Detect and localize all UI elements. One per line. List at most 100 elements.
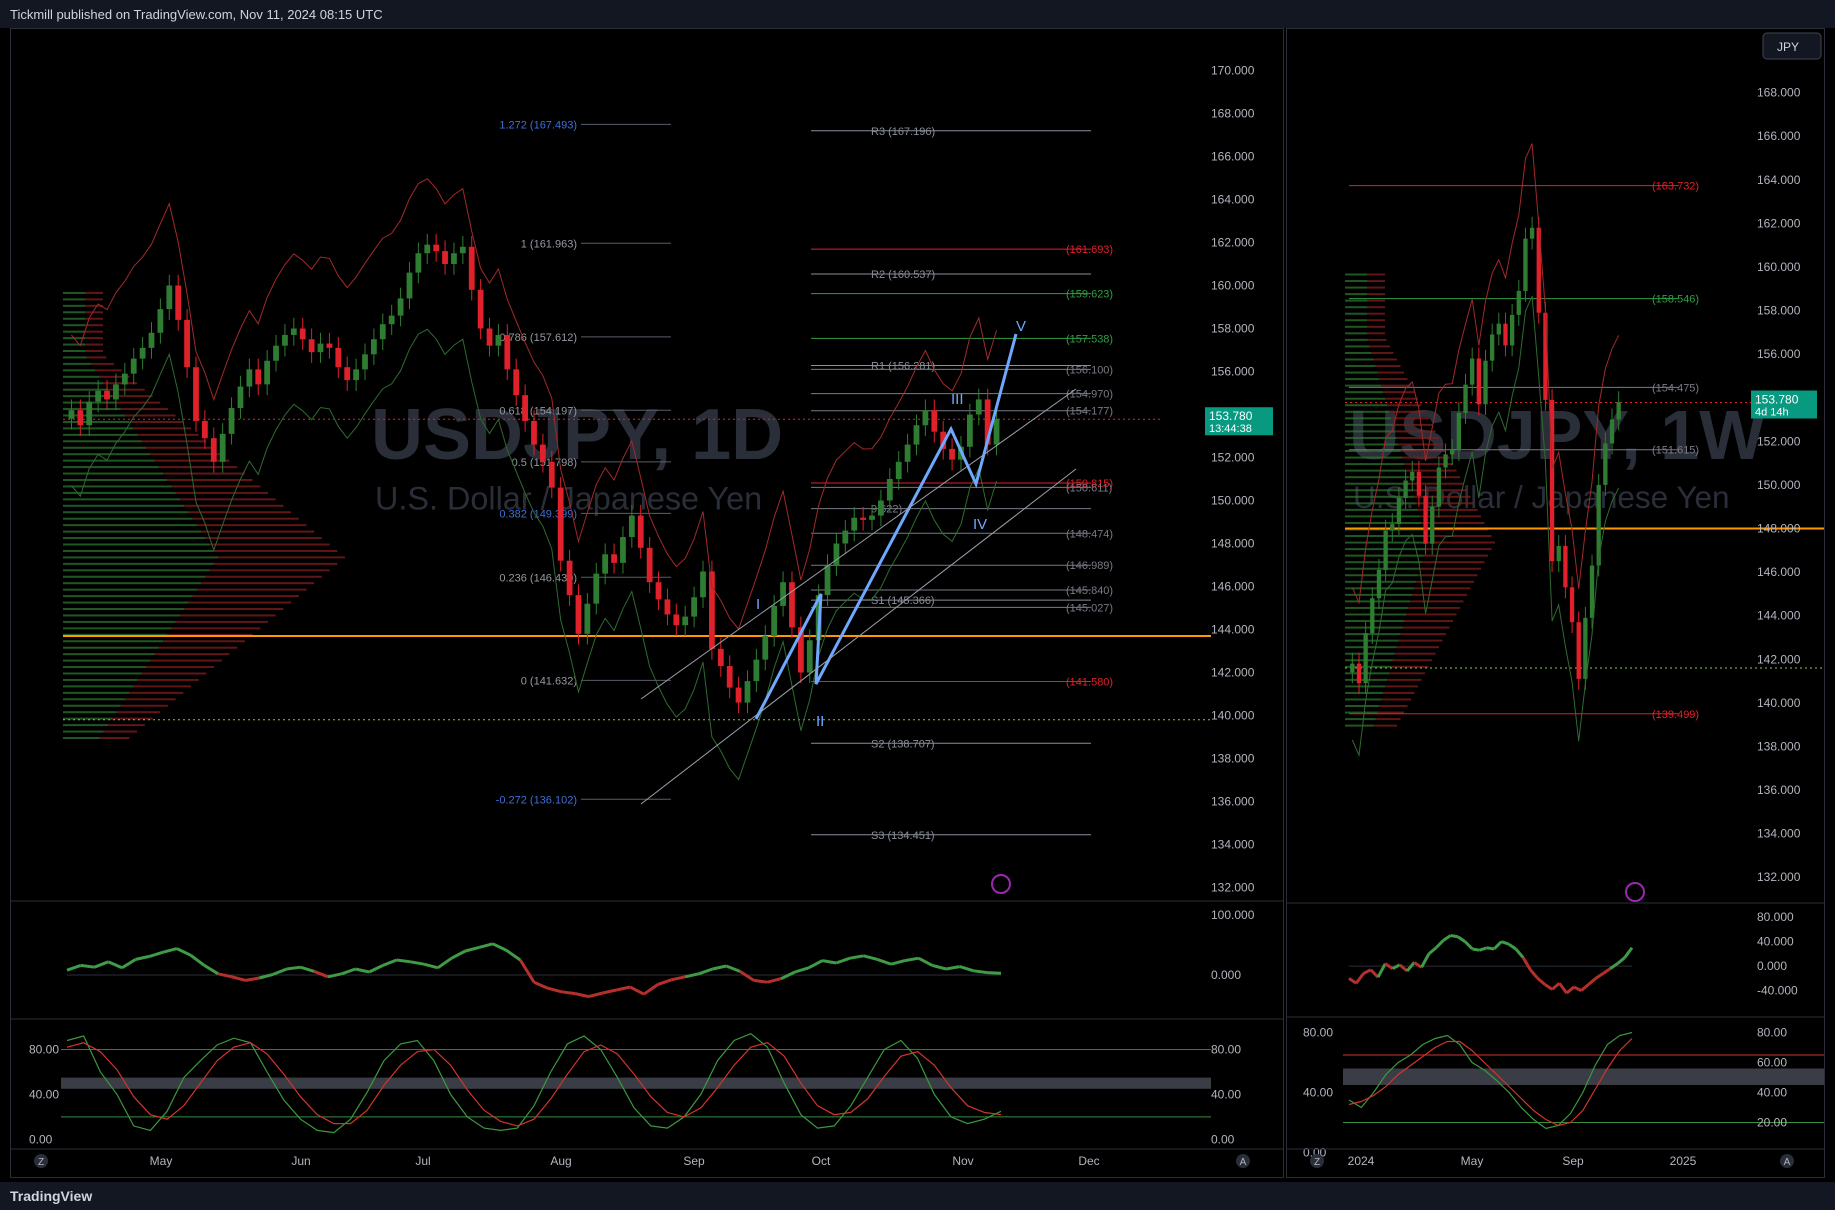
osc1-segment <box>794 966 810 974</box>
volume-profile-bar <box>63 440 142 443</box>
candle-body <box>1370 598 1375 634</box>
volume-profile-bar <box>213 549 338 552</box>
candle-body <box>299 328 306 340</box>
volume-profile-bar <box>63 298 85 301</box>
osc1-segment <box>1435 939 1445 949</box>
candle-body <box>273 345 279 361</box>
osc1-segment <box>588 991 604 999</box>
osc1-segment <box>1507 942 1517 951</box>
tradingview-logo[interactable]: TradingView <box>10 1188 93 1204</box>
candle-body <box>219 433 226 462</box>
volume-profile-bar <box>95 369 122 372</box>
candle-body <box>388 315 395 325</box>
volume-profile-bar <box>192 595 299 598</box>
candle-body <box>842 530 849 544</box>
candle-body <box>566 560 573 596</box>
volume-profile-bar <box>209 543 330 546</box>
volume-profile-bar <box>63 491 176 494</box>
osc1-segment <box>1529 968 1539 980</box>
candle-body <box>709 571 715 649</box>
volume-profile-bar <box>154 653 230 656</box>
level-label: R3 (167.196) <box>871 126 935 138</box>
volume-profile-bar <box>63 614 180 617</box>
volume-profile-bar <box>63 704 121 707</box>
osc1-segment <box>1587 977 1597 986</box>
volume-profile-bar <box>1345 312 1367 315</box>
daily-chart-panel[interactable]: USDJPY, 1D U.S. Dollar / Japanese Yen R3 (… <box>10 28 1284 1178</box>
osc2-left-y-tick: 40.00 <box>1303 1086 1333 1100</box>
osc1-segment <box>698 967 714 976</box>
osc1-segment <box>107 960 123 970</box>
volume-profile-bar <box>1369 345 1390 348</box>
candle-body <box>246 369 253 387</box>
volume-profile-bar <box>1345 332 1367 335</box>
volume-profile-bar <box>63 388 108 391</box>
candle-body <box>157 309 164 333</box>
volume-profile-bar <box>63 737 100 739</box>
volume-profile-bar <box>158 646 238 649</box>
elliott-wave-path <box>754 333 1018 720</box>
osc1-segment <box>684 972 700 979</box>
volume-profile-bar <box>1345 718 1376 721</box>
osc1-segment <box>231 975 246 982</box>
volume-profile-bar <box>116 711 161 714</box>
volume-profile-bar <box>133 685 191 688</box>
volume-profile-bar <box>1375 718 1401 721</box>
osc1-segment <box>973 969 988 975</box>
candle-body <box>1576 622 1581 679</box>
fib-label: 1 (161.963) <box>521 238 577 250</box>
a-button <box>1236 1154 1250 1168</box>
osc1-segment <box>1609 962 1619 970</box>
x-axis-tick: May <box>150 1154 173 1168</box>
volume-profile-bar <box>205 537 322 540</box>
volume-profile-bar <box>175 620 268 623</box>
candle-body <box>1430 506 1435 544</box>
volume-profile-bar <box>1389 672 1425 675</box>
volume-profile-bar <box>63 459 155 462</box>
volume-profile-bar <box>85 311 103 314</box>
candle-body <box>1609 419 1615 444</box>
osc1-segment <box>945 965 961 971</box>
candle-body <box>895 461 902 479</box>
y-axis-tick: 168.000 <box>1757 86 1801 100</box>
candle-body <box>264 360 271 385</box>
osc1-segment <box>121 958 137 970</box>
price-tag-value: 153.780 <box>1755 393 1799 407</box>
candle-body <box>975 399 982 415</box>
y-axis-tick: 166.000 <box>1211 150 1255 164</box>
weekly-chart-panel[interactable]: USDJPY, 1W U.S. Dollar / Japanese Yen (163… <box>1286 28 1835 1178</box>
candle-body <box>77 410 84 426</box>
volume-profile-bar <box>1345 489 1413 492</box>
level-label: (159.623) <box>1066 289 1113 301</box>
osc1-segment <box>313 970 329 979</box>
volume-profile-bar <box>1345 620 1405 623</box>
osc1-segment <box>657 978 672 987</box>
candle-body <box>984 399 991 445</box>
volume-profile-bar <box>1345 567 1420 570</box>
volume-profile-bar <box>1345 325 1367 328</box>
osc1-segment <box>245 976 260 982</box>
level-label: (146.989) <box>1066 560 1113 572</box>
osc1-segment <box>808 959 824 970</box>
level-label: (139.499) <box>1652 709 1699 721</box>
candle-body <box>1350 663 1355 673</box>
a-button-label: A <box>1240 1157 1247 1168</box>
candle-body <box>949 448 955 460</box>
osc1-segment <box>93 960 109 969</box>
volume-profile-bar <box>63 382 104 385</box>
osc1-segment <box>148 950 164 958</box>
volume-profile-bar <box>63 620 176 623</box>
volume-profile-bar <box>1345 711 1378 714</box>
volume-profile-bar <box>63 530 202 533</box>
volume-profile-bar <box>1345 358 1374 361</box>
y-axis-tick: 132.000 <box>1211 881 1255 895</box>
candle-body <box>789 582 795 628</box>
weekly-chart-svg[interactable]: USDJPY, 1WU.S. Dollar / Japanese Yen(163… <box>1287 29 1835 1177</box>
volume-profile-bar <box>1412 593 1467 596</box>
osc1-segment <box>518 959 536 983</box>
osc1-segment <box>436 956 453 970</box>
y-axis-tick: 158.000 <box>1757 304 1801 318</box>
y-axis-tick: 168.000 <box>1211 107 1255 121</box>
level-label: (154.970) <box>1066 389 1113 401</box>
